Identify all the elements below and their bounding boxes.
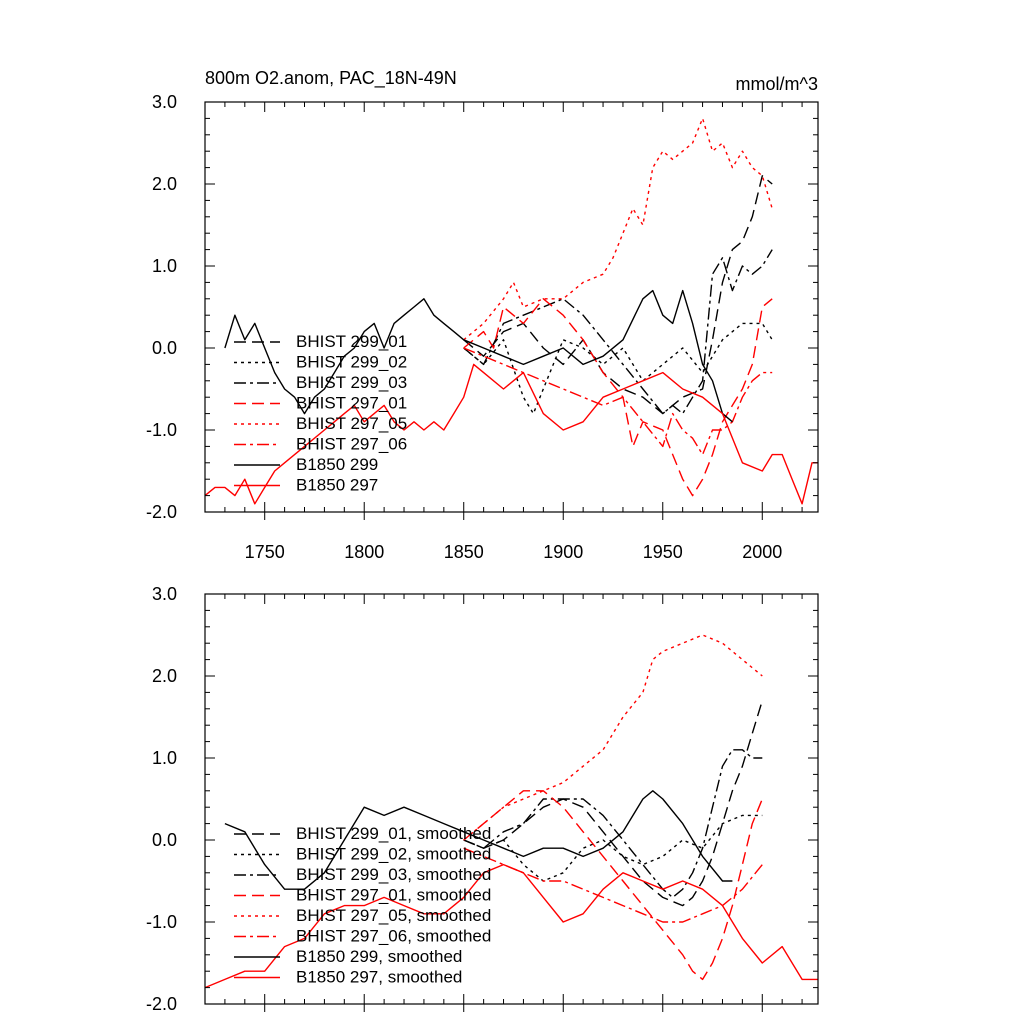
legend-label-0-7: B1850 297 <box>296 476 378 495</box>
legend-label-0-1: BHIST 299_02 <box>296 353 407 372</box>
legend-label-0-6: B1850 299 <box>296 455 378 474</box>
plot-frame-0 <box>204 101 819 513</box>
legend-label-0-0: BHIST 299_01 <box>296 332 407 351</box>
y-tick-label: -2.0 <box>146 994 177 1014</box>
series-line-1-6 <box>224 790 733 890</box>
top-panel-title: 800m O2.anom, PAC_18N-49N <box>205 68 457 89</box>
y-tick-label: 0.0 <box>152 338 177 358</box>
x-tick-label: 1950 <box>643 542 683 562</box>
legend-label-0-3: BHIST 297_01 <box>296 394 407 413</box>
y-tick-label: 2.0 <box>152 666 177 686</box>
series-line-1-4 <box>463 634 763 841</box>
legend-label-1-7: B1850 297, smoothed <box>296 968 462 987</box>
x-tick-label: 2000 <box>742 542 782 562</box>
y-tick-label: 3.0 <box>152 584 177 604</box>
legend-label-1-3: BHIST 297_01, smoothed <box>296 886 491 905</box>
x-tick-label: 1900 <box>543 542 583 562</box>
y-tick-label: 3.0 <box>152 92 177 112</box>
series-line-0-7 <box>204 363 818 505</box>
y-tick-label: -2.0 <box>146 502 177 522</box>
legend-label-0-4: BHIST 297_05 <box>296 414 407 433</box>
series-line-0-3 <box>463 298 773 497</box>
legend-label-1-5: BHIST 297_06, smoothed <box>296 927 491 946</box>
plot-frame-1 <box>204 593 819 1005</box>
x-tick-label: 1850 <box>444 542 484 562</box>
top-panel: 1750 1800 1850 1900 1950 2000 -2.0 -1.0 0.0 1.0 2.… <box>146 92 819 562</box>
y-tick-label: -1.0 <box>146 912 177 932</box>
legend-label-1-6: B1850 299, smoothed <box>296 947 462 966</box>
legend-label-1-0: BHIST 299_01, smoothed <box>296 824 491 843</box>
bottom-panel: -2.0 -1.0 0.0 1.0 2.0 3.0 BHIST 299_01, smooth… <box>146 584 819 1014</box>
legend-label-1-1: BHIST 299_02, smoothed <box>296 845 491 864</box>
y-tick-label: 2.0 <box>152 174 177 194</box>
legend-label-0-5: BHIST 297_06 <box>296 435 407 454</box>
x-tick-label: 1800 <box>344 542 384 562</box>
top-panel-units: mmol/m^3 <box>736 74 818 94</box>
series-line-1-0 <box>463 700 763 907</box>
series-line-0-4 <box>463 117 773 341</box>
series-line-1-7 <box>204 863 818 989</box>
legend-label-1-4: BHIST 297_05, smoothed <box>296 906 491 925</box>
legend-label-0-2: BHIST 299_03 <box>296 373 407 392</box>
series-line-0-5 <box>463 347 773 456</box>
legend-label-1-2: BHIST 299_03, smoothed <box>296 865 491 884</box>
y-tick-label: 1.0 <box>152 256 177 276</box>
series-line-0-6 <box>224 289 733 423</box>
y-tick-label: 0.0 <box>152 830 177 850</box>
y-tick-label: -1.0 <box>146 420 177 440</box>
y-tick-label: 1.0 <box>152 748 177 768</box>
x-tick-label: 1750 <box>245 542 285 562</box>
series-line-1-3 <box>463 790 763 981</box>
